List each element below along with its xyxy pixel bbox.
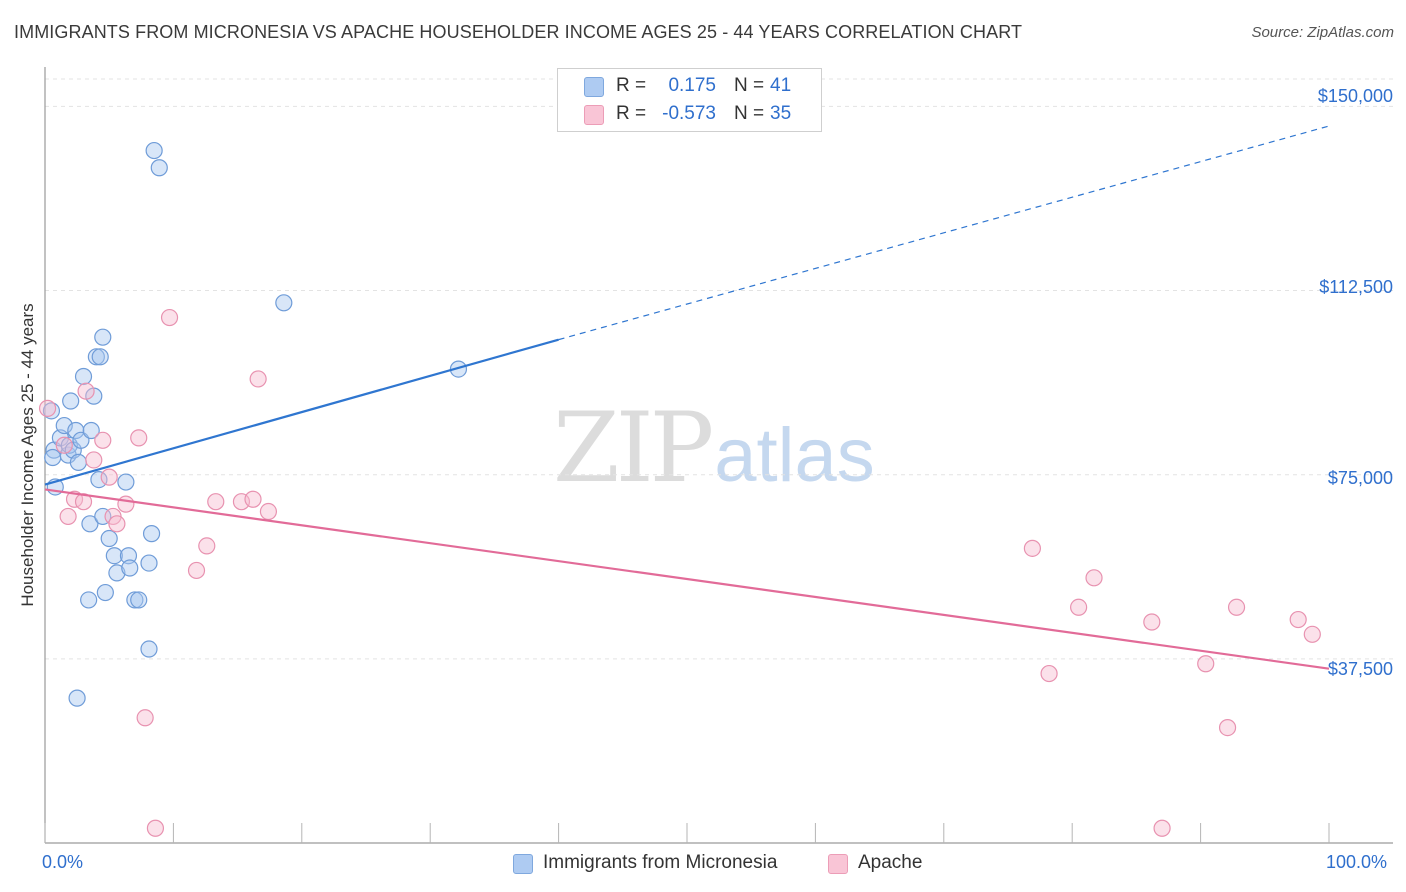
point-micronesia — [100, 529, 118, 548]
watermark-zip: ZIP — [553, 392, 714, 504]
point-apache — [117, 495, 135, 513]
legend-n-label: N = — [734, 75, 765, 96]
legend-r-value: -0.573 — [662, 103, 716, 124]
point-apache — [1289, 610, 1307, 629]
point-apache — [1143, 613, 1161, 631]
point-micronesia — [150, 159, 168, 177]
x-tick-label-max: 100.0% — [1326, 852, 1388, 872]
series-label-apache: Apache — [858, 852, 923, 873]
point-micronesia — [119, 547, 138, 565]
point-micronesia — [140, 640, 158, 658]
source-label: Source: ZipAtlas.com — [1251, 24, 1394, 41]
point-micronesia — [117, 473, 135, 491]
legend-r-label: R = — [616, 75, 647, 96]
point-micronesia — [126, 591, 144, 609]
trend-lines — [44, 125, 1330, 670]
point-micronesia — [91, 348, 109, 366]
point-apache — [160, 308, 179, 327]
point-micronesia — [140, 554, 158, 572]
point-apache — [136, 709, 154, 727]
chart-title: IMMIGRANTS FROM MICRONESIA VS APACHE HOU… — [14, 22, 1023, 42]
point-apache — [55, 436, 73, 454]
gridlines — [45, 78, 1393, 660]
legend-row-micronesia: R = 0.175 N = 41 — [558, 73, 821, 101]
data-points — [38, 141, 1321, 837]
point-micronesia — [82, 421, 100, 440]
trend-line-micronesia — [44, 338, 559, 486]
y-tick-label-112500: $112,500 — [1319, 277, 1393, 297]
point-apache — [207, 493, 225, 511]
point-micronesia — [80, 591, 98, 609]
watermark-atlas: atlas — [714, 413, 875, 498]
y-tick-label-75000: $75,000 — [1327, 468, 1393, 488]
y-tick-label-37500: $37,500 — [1327, 659, 1393, 679]
point-apache — [85, 451, 103, 469]
point-apache — [100, 468, 118, 486]
series-swatch-micronesia — [513, 854, 533, 874]
y-axis-label: Householder Income Ages 25 - 44 years — [18, 303, 37, 607]
axes — [44, 67, 1393, 844]
point-apache — [38, 399, 57, 417]
series-label-micronesia: Immigrants from Micronesia — [543, 852, 778, 873]
point-apache — [1070, 598, 1088, 616]
point-micronesia — [94, 328, 112, 346]
point-apache — [1085, 569, 1103, 587]
point-apache — [94, 431, 112, 449]
legend-swatch-apache — [584, 105, 604, 125]
legend-n-value: 41 — [770, 75, 792, 96]
point-apache — [146, 819, 165, 837]
point-apache — [259, 502, 278, 521]
point-micronesia — [62, 392, 80, 410]
point-micronesia — [108, 564, 126, 582]
point-apache — [1040, 664, 1058, 683]
point-apache — [108, 515, 126, 533]
point-micronesia — [275, 294, 293, 312]
point-micronesia — [68, 689, 86, 707]
point-micronesia — [142, 525, 161, 543]
point-apache — [198, 537, 216, 555]
point-micronesia — [130, 591, 148, 609]
legend-n-value: 35 — [770, 103, 792, 124]
series-swatch-apache — [828, 854, 848, 874]
point-apache — [244, 490, 262, 508]
point-apache — [249, 370, 267, 388]
point-apache — [1197, 655, 1215, 673]
trend-line-micronesia-extension — [558, 125, 1330, 341]
point-apache — [130, 429, 148, 447]
x-tick-label-min: 0.0% — [42, 852, 84, 872]
watermark: ZIPatlas — [553, 400, 875, 497]
legend-row-apache: R = -0.573 N = 35 — [558, 101, 821, 129]
point-micronesia — [96, 583, 114, 602]
point-apache — [187, 561, 206, 580]
point-micronesia — [145, 141, 163, 160]
point-micronesia — [87, 348, 105, 366]
point-apache — [59, 507, 77, 526]
point-micronesia — [121, 559, 139, 577]
point-micronesia — [105, 547, 123, 565]
correlation-legend: R = 0.175 N = 41 R = -0.573 N = 35 — [557, 68, 822, 132]
point-micronesia — [74, 367, 93, 386]
point-apache — [1023, 539, 1041, 557]
point-apache — [1227, 598, 1246, 616]
legend-n-label: N = — [734, 103, 765, 124]
point-micronesia — [90, 470, 108, 489]
point-micronesia — [69, 453, 87, 472]
point-micronesia — [44, 448, 62, 467]
point-apache — [77, 382, 95, 400]
point-micronesia — [81, 515, 99, 533]
y-tick-label-150000: $150,000 — [1317, 86, 1393, 106]
point-apache — [1153, 819, 1171, 837]
point-apache — [1303, 625, 1321, 643]
trend-line-apache — [44, 488, 1330, 670]
legend-r-label: R = — [616, 103, 647, 124]
point-apache — [1218, 718, 1237, 737]
legend-r-value: 0.175 — [668, 75, 716, 96]
legend-swatch-micronesia — [584, 77, 604, 97]
